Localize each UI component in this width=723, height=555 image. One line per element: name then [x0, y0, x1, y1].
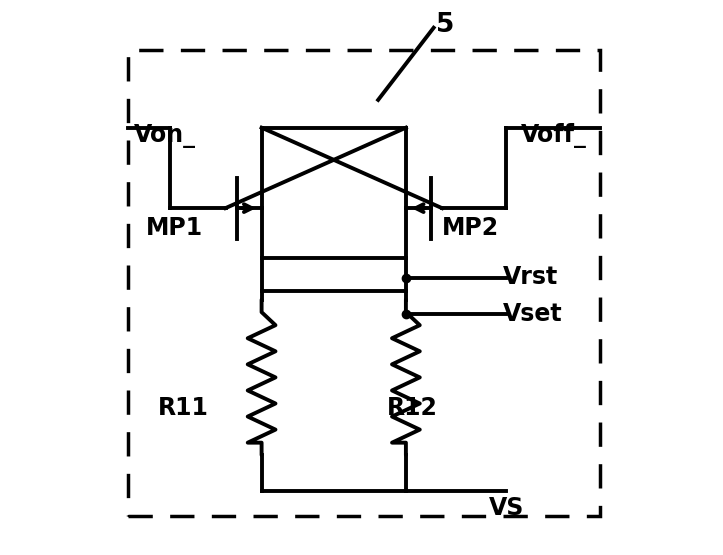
Text: R11: R11 [158, 396, 209, 420]
Text: 5: 5 [435, 12, 454, 38]
Text: MP2: MP2 [442, 215, 499, 240]
Text: VS: VS [489, 496, 524, 520]
Text: MP1: MP1 [146, 215, 203, 240]
Text: Vrst: Vrst [503, 265, 558, 290]
Text: R12: R12 [387, 396, 437, 420]
Text: Voff_: Voff_ [521, 123, 586, 149]
Bar [129, 50, 600, 516]
Text: Vset: Vset [503, 301, 562, 326]
Text: Von_: Von_ [134, 124, 196, 148]
